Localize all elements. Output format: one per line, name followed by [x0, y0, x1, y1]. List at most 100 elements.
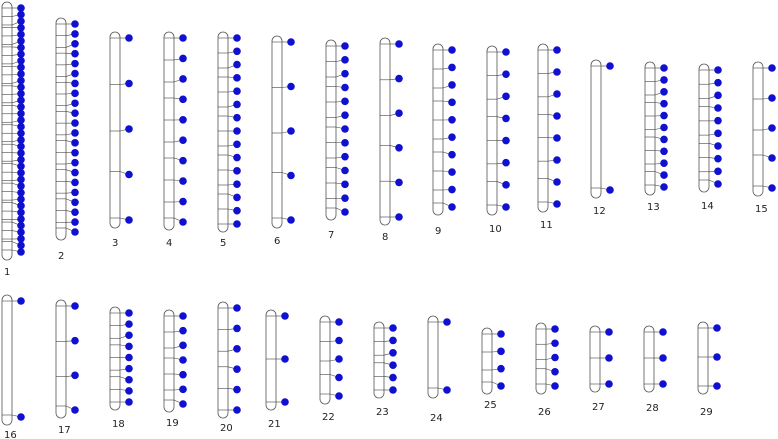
chromosome-label: 13: [647, 202, 660, 213]
marker-dot: [714, 180, 722, 188]
marker-dot: [125, 375, 133, 384]
marker-dot: [71, 198, 79, 207]
chromosome-label: 5: [220, 238, 226, 249]
marker-dot: [281, 355, 289, 363]
marker-dot: [125, 331, 133, 340]
chromosome-label: 4: [166, 238, 172, 249]
marker-dot: [768, 184, 776, 192]
marker-dot: [714, 66, 722, 74]
marker-dot: [71, 59, 79, 68]
marker-dot: [179, 34, 187, 42]
chromosome-label: 18: [112, 419, 125, 430]
chromosome-label: 14: [701, 201, 714, 212]
marker-dot: [341, 69, 349, 78]
marker-dot: [660, 171, 668, 179]
marker-dot: [233, 153, 241, 162]
marker-dot: [17, 155, 25, 164]
marker-dot: [768, 124, 776, 132]
marker-dot: [502, 203, 510, 211]
marker-dot: [17, 195, 25, 204]
marker-dot: [233, 127, 241, 135]
marker-dot: [389, 324, 397, 332]
marker-dot: [233, 87, 241, 95]
marker-dot: [71, 69, 79, 78]
marker-dot: [17, 136, 25, 144]
marker-dot: [17, 23, 25, 32]
marker-dot: [233, 74, 241, 82]
marker-dot: [233, 324, 241, 333]
marker-dot: [389, 349, 397, 357]
marker-dot: [125, 216, 133, 224]
marker-dot: [179, 115, 187, 124]
marker-dot: [125, 34, 133, 42]
marker-dot: [341, 166, 349, 175]
marker-dot: [71, 139, 79, 147]
chromosome: [698, 63, 710, 193]
chromosome-label: 8: [382, 232, 388, 243]
chromosome: [427, 315, 439, 399]
marker-dot: [714, 78, 722, 87]
marker-dot: [17, 70, 25, 78]
marker-dot: [551, 325, 559, 333]
marker-dot: [71, 79, 79, 88]
marker-dot: [341, 97, 349, 106]
chromosome: [432, 43, 444, 216]
chromosome: [486, 45, 498, 216]
marker-dot: [341, 42, 349, 50]
marker-dot: [17, 89, 25, 98]
chromosome-label: 6: [274, 236, 280, 247]
marker-dot: [179, 136, 187, 145]
marker-dot: [233, 406, 241, 414]
marker-dot: [17, 169, 25, 177]
marker-dot: [125, 387, 133, 395]
marker-dot: [17, 122, 25, 131]
marker-dot: [341, 111, 349, 119]
chromosome-label: 17: [58, 425, 71, 436]
marker-dot: [553, 200, 561, 208]
marker-dot: [233, 167, 241, 175]
marker-dot: [395, 144, 403, 152]
chromosome: [217, 301, 229, 419]
chromosome-label: 1: [4, 267, 10, 278]
marker-dot: [17, 109, 25, 118]
marker-dot: [125, 353, 133, 362]
chromosome: [1, 294, 13, 426]
chromosome: [109, 31, 121, 229]
marker-dot: [281, 312, 289, 320]
marker-dot: [659, 380, 667, 388]
chromosome-label: 15: [755, 204, 768, 215]
marker-dot: [660, 123, 668, 132]
marker-dot: [71, 30, 79, 38]
marker-dot: [448, 185, 456, 194]
marker-dot: [71, 208, 79, 216]
chromosome-label: 27: [592, 402, 605, 413]
marker-dot: [17, 10, 25, 19]
chromosome: [644, 61, 656, 196]
marker-dot: [502, 70, 510, 78]
marker-dot: [233, 34, 241, 42]
marker-dot: [71, 188, 79, 197]
marker-dot: [71, 129, 79, 137]
chromosome: [643, 325, 655, 393]
marker-dot: [714, 91, 722, 100]
marker-dot: [179, 75, 187, 83]
chromosome: [163, 309, 175, 413]
marker-dot: [713, 382, 721, 390]
marker-dot: [659, 354, 667, 362]
marker-dot: [179, 400, 187, 408]
marker-dot: [17, 235, 25, 243]
marker-dot: [605, 354, 613, 362]
chromosome: [1, 1, 13, 261]
marker-dot: [335, 392, 343, 400]
marker-dot: [341, 125, 349, 133]
marker-dot: [448, 150, 456, 159]
chromosome: [590, 59, 602, 199]
marker-dot: [17, 50, 25, 58]
chromosome: [217, 31, 229, 233]
marker-dot: [714, 142, 722, 150]
marker-dot: [17, 4, 25, 12]
marker-dot: [125, 364, 133, 373]
marker-dot: [551, 353, 559, 362]
marker-dot: [17, 162, 25, 171]
